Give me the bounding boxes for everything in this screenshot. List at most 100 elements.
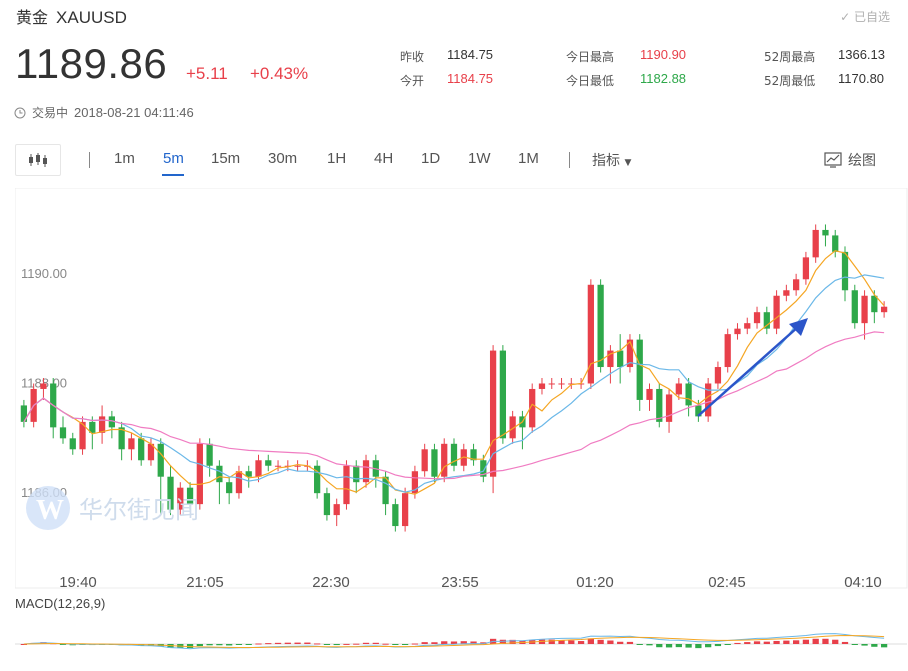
quote-time: 2018-08-21 04:11:46 [74,105,194,120]
macd-histogram-bar [577,641,585,644]
toolbar-divider [569,152,570,168]
macd-histogram-bar [226,644,233,646]
candle-body [441,443,448,477]
macd-histogram-bar [773,640,780,644]
macd-histogram-bar [323,644,331,645]
period-1d[interactable]: 1D [421,150,441,167]
candle-body [646,388,653,400]
candle-body [147,443,155,461]
macd-histogram-bar [421,642,428,644]
candle-body [167,476,174,510]
macd-histogram-bar [763,641,770,644]
macd-histogram-bar [401,644,409,645]
macd-dif-line [23,633,885,650]
candle-body [626,339,634,368]
candle-body [714,367,722,384]
instrument-code: XAUUSD [56,8,127,27]
watchlist-toggle[interactable]: ✓ 已自选 [840,8,890,25]
candle-body [411,471,419,494]
trend-arrow-head [789,318,808,336]
watermark-text: 华尔街见闻 [79,496,199,524]
macd-histogram-bar [675,644,682,648]
candle-body [265,460,272,466]
price-chart[interactable]: 1190.001188.001186.00W华尔街见闻19:4021:0522:… [15,188,908,671]
toolbar-divider [89,152,90,168]
macd-histogram-bar [724,644,731,645]
clock-icon [14,107,26,118]
candle-body [558,383,565,385]
candle-body [548,383,555,385]
macd-histogram-bar [255,643,262,645]
period-5m[interactable]: 5m [163,150,184,167]
macd-histogram-bar [20,644,28,645]
macd-histogram-bar [656,644,663,648]
ma30-line [23,331,885,480]
period-4h[interactable]: 4H [374,150,394,167]
period-1w[interactable]: 1W [468,150,491,167]
candle-body [695,405,702,417]
candle-body [362,460,370,483]
candle-body [226,482,233,494]
candle-body [783,290,790,296]
candle-body [343,465,350,505]
candle-body [206,443,213,466]
stat-day-low: 今日最低 1182.88 [566,71,686,89]
macd-histogram-bar [294,642,301,644]
macd-histogram-bar [636,644,643,645]
candle-body [40,383,47,389]
draw-label: 绘图 [848,153,876,169]
stat-label: 今日最低 [566,74,615,88]
candle-body [323,493,331,516]
macd-histogram-bar [431,642,438,644]
candle-body [744,323,751,329]
period-1m[interactable]: 1m [114,150,135,167]
candle-body [353,465,360,483]
candle-body [597,284,604,368]
candle-body [656,388,663,422]
macd-histogram-bar [665,644,673,648]
caret-down-icon: ▼ [624,158,632,168]
chart-toolbar: 1m 5m 15m 30m 1H 4H 1D 1W 1M 指标 ▼ 绘图 [0,140,908,180]
candle-body [617,350,624,368]
candle-body [793,279,800,291]
candle-body [802,257,810,280]
candle-body [59,427,67,439]
candle-body [245,471,252,477]
period-1mo[interactable]: 1M [518,150,539,167]
watermark-logo [26,486,70,530]
macd-histogram-bar [705,644,712,648]
macd-histogram-bar [509,639,516,644]
candle-body [69,438,76,450]
stat-value: 1184.75 [447,47,494,62]
chart-type-button[interactable] [15,144,61,176]
macd-histogram-bar [314,643,321,645]
candle-body [480,460,487,477]
candle-body [773,295,780,329]
indicator-menu[interactable]: 指标 ▼ [592,150,631,170]
macd-histogram-bar [871,644,878,647]
candle-body [20,405,28,422]
candle-body [822,229,829,236]
period-15m[interactable]: 15m [211,150,241,167]
candle-body [724,334,731,368]
last-price: 1189.86 [15,40,168,87]
macd-histogram-bar [245,644,252,645]
macd-histogram-bar [753,641,761,644]
period-30m[interactable]: 30m [268,150,298,167]
macd-histogram-bar [441,641,448,644]
candle-body [861,295,868,324]
macd-histogram-bar [304,642,311,644]
period-1h[interactable]: 1H [327,150,347,167]
check-icon: ✓ [840,10,851,24]
trend-arrow-line [697,325,800,417]
trading-status: 交易中 2018-08-21 04:11:46 [14,104,194,121]
stat-52w-high: 52周最高 1366.13 [764,47,885,65]
stat-prev-close: 昨收 1184.75 [400,47,493,65]
macd-histogram-bar [617,641,624,644]
macd-histogram-bar [186,644,194,649]
candle-body [157,443,164,477]
draw-button[interactable]: 绘图 [824,150,876,170]
price-change-percent: +0.43% [250,64,309,83]
macd-histogram-bar [470,641,477,644]
stat-label: 52周最高 [764,50,816,64]
